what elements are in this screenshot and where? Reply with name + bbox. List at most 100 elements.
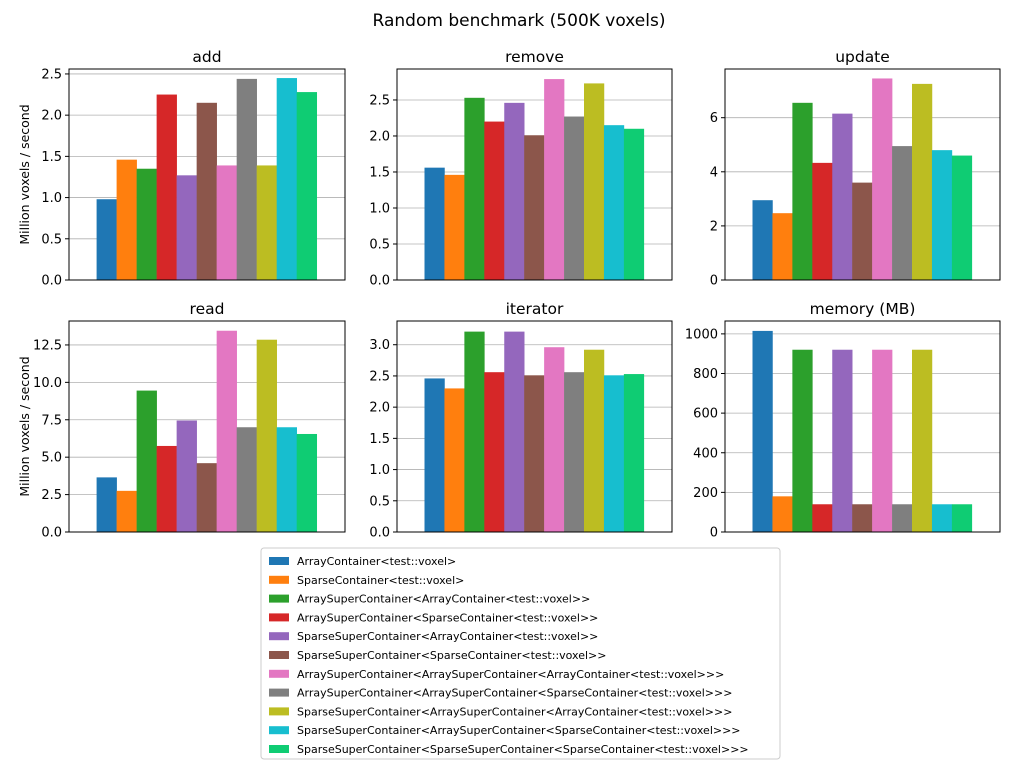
legend-swatch — [269, 688, 289, 697]
bar — [951, 504, 973, 532]
y-axis-label: Million voxels / second — [17, 104, 32, 244]
bar — [772, 496, 793, 532]
y-tick-label: 800 — [693, 367, 718, 382]
y-tick-label: 0 — [710, 526, 718, 541]
subplot-title: read — [190, 300, 225, 318]
bar — [464, 331, 485, 532]
y-tick-label: 0.5 — [369, 237, 390, 252]
y-tick-label: 2.5 — [41, 67, 62, 82]
subplot-iterator: 0.0 0.5 1.0 1.5 2.0 2.5 3.0 iterator — [369, 300, 673, 541]
subplot-title: memory (MB) — [810, 300, 916, 318]
bar — [196, 102, 217, 280]
bar — [584, 83, 605, 280]
subplot-update: 0 2 4 6 update — [710, 48, 1001, 289]
legend-swatch — [269, 726, 289, 735]
bar — [136, 168, 157, 280]
legend-swatch — [269, 613, 289, 622]
bar — [524, 375, 545, 532]
legend-label: SparseContainer<test::voxel> — [297, 574, 464, 587]
bar — [564, 372, 585, 532]
legend-label: ArraySuperContainer<ArrayContainer<test:… — [297, 593, 590, 606]
subplot-title: remove — [505, 48, 564, 66]
legend-label: ArrayContainer<test::voxel> — [297, 555, 456, 568]
y-tick-label: 0.5 — [41, 232, 62, 247]
y-tick-label: 3.0 — [369, 338, 390, 353]
y-tick-label: 2.0 — [369, 401, 390, 416]
axes-frame — [68, 320, 346, 533]
bar — [464, 97, 485, 281]
bar — [176, 175, 197, 280]
axes-frame — [68, 68, 346, 281]
y-tick-label: 1.0 — [41, 191, 62, 206]
bar — [296, 433, 318, 532]
bar — [256, 339, 277, 532]
bar — [872, 349, 893, 532]
bar — [424, 378, 445, 532]
y-tick-label: 600 — [693, 407, 718, 422]
bar — [444, 388, 465, 532]
bar — [116, 159, 137, 280]
legend-frame — [260, 547, 781, 760]
y-tick-label: 2 — [710, 219, 718, 234]
legend-label: ArraySuperContainer<ArraySuperContainer<… — [297, 668, 724, 681]
legend-swatch — [269, 745, 289, 753]
bar — [236, 427, 257, 532]
bar — [772, 213, 793, 280]
legend-swatch — [269, 707, 289, 716]
y-tick-label: 2.0 — [369, 129, 390, 144]
bar — [912, 83, 933, 280]
subplot-title: update — [835, 48, 890, 66]
legend-label: SparseSuperContainer<ArraySuperContainer… — [297, 705, 732, 718]
bar — [276, 427, 297, 532]
y-tick-label: 6 — [710, 111, 718, 126]
subplot-title: add — [192, 48, 221, 66]
legend-swatch — [269, 594, 289, 603]
y-tick-label: 2.5 — [41, 488, 62, 503]
bar — [256, 165, 277, 280]
bar — [792, 102, 813, 280]
bar — [484, 372, 505, 532]
legend-label: SparseSuperContainer<SparseSuperContaine… — [297, 743, 749, 756]
y-tick-label: 1.0 — [369, 201, 390, 216]
bar — [156, 94, 177, 280]
bar — [504, 331, 525, 532]
bar — [931, 504, 953, 532]
legend-label: ArraySuperContainer<ArraySuperContainer<… — [297, 687, 732, 700]
legend-swatch — [269, 669, 289, 678]
bar — [564, 116, 585, 280]
axes-frame — [396, 320, 673, 533]
y-tick-label: 0.0 — [41, 526, 62, 541]
bar — [196, 463, 217, 532]
y-tick-label: 2.0 — [41, 109, 62, 124]
legend-label: ArraySuperContainer<SparseContainer<test… — [297, 611, 598, 624]
bar — [872, 78, 893, 280]
axes-frame — [724, 320, 1001, 533]
y-tick-label: 0.5 — [369, 494, 390, 509]
legend-label: SparseSuperContainer<SparseContainer<tes… — [297, 649, 607, 662]
bar — [832, 113, 853, 280]
y-tick-label: 400 — [693, 446, 718, 461]
legend-swatch — [269, 651, 289, 659]
bar — [623, 128, 645, 280]
subplot-remove: 0.0 0.5 1.0 1.5 2.0 2.5 remove — [369, 48, 673, 289]
bar — [544, 347, 565, 532]
legend-label: SparseSuperContainer<ArraySuperContainer… — [297, 724, 741, 737]
y-tick-label: 2.5 — [369, 93, 390, 108]
bar — [912, 349, 933, 532]
legend-swatch — [269, 575, 289, 584]
y-tick-label: 0 — [710, 274, 718, 289]
y-tick-label: 1.5 — [41, 150, 62, 165]
y-tick-label: 5.0 — [41, 451, 62, 466]
bar — [296, 92, 318, 280]
bar — [812, 162, 833, 280]
y-tick-label: 0.0 — [41, 274, 62, 289]
y-tick-label: 200 — [693, 486, 718, 501]
bar — [136, 390, 157, 532]
y-tick-label: 12.5 — [33, 338, 62, 353]
bar — [236, 78, 257, 280]
bar — [116, 490, 137, 532]
bar — [852, 182, 873, 280]
y-tick-label: 1.0 — [369, 463, 390, 478]
subplot-add: 0.0 0.5 1.0 1.5 2.0 2.5 add Million voxels / se… — [17, 48, 346, 289]
